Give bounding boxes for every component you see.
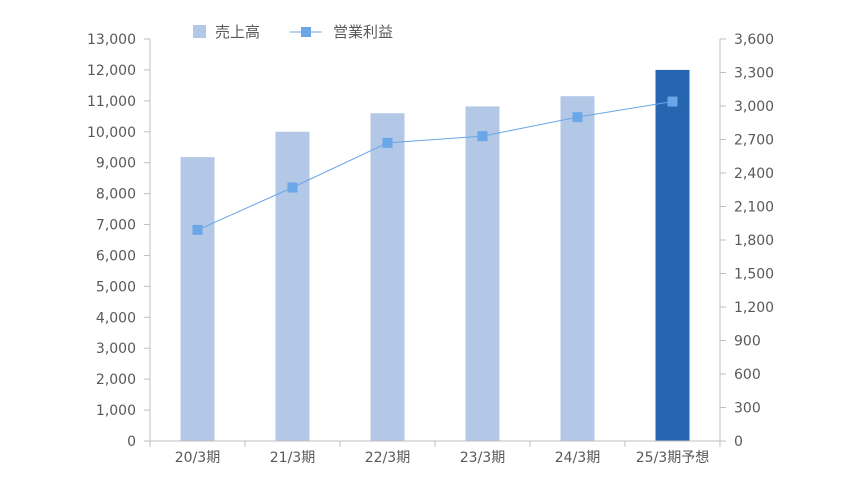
line-layer bbox=[192, 96, 678, 235]
x-tick-label: 25/3期予想 bbox=[636, 450, 709, 466]
right-tick-label: 3,600 bbox=[734, 32, 774, 48]
left-tick-label: 11,000 bbox=[87, 94, 136, 110]
right-tick-label: 600 bbox=[734, 367, 761, 383]
left-tick-label: 4,000 bbox=[96, 310, 136, 326]
operating-profit-marker-3 bbox=[382, 137, 393, 148]
right-tick-label: 900 bbox=[734, 334, 761, 350]
left-tick-label: 6,000 bbox=[96, 248, 136, 264]
legend-label-profit: 営業利益 bbox=[333, 23, 393, 41]
left-tick-label: 10,000 bbox=[87, 125, 136, 141]
legend-swatch-sales bbox=[193, 25, 206, 38]
x-tick-label: 21/3期 bbox=[270, 450, 315, 466]
operating-profit-marker-1 bbox=[192, 224, 203, 235]
legend: 売上高 営業利益 bbox=[193, 23, 393, 41]
operating-profit-marker-6 bbox=[667, 96, 678, 107]
x-tick-label: 23/3期 bbox=[460, 450, 505, 466]
legend-marker-profit bbox=[301, 27, 311, 37]
x-tick-label: 24/3期 bbox=[555, 450, 600, 466]
bar-6 bbox=[655, 69, 690, 441]
x-tick-label: 20/3期 bbox=[175, 450, 220, 466]
left-tick-label: 8,000 bbox=[96, 187, 136, 203]
right-tick-label: 1,500 bbox=[734, 267, 774, 283]
right-tick-label: 2,400 bbox=[734, 166, 774, 182]
axes-layer: 0 1,000 2,000 3,000 4,000 5,000 6,000 7,000 8,00… bbox=[87, 32, 774, 466]
right-tick-label: 0 bbox=[734, 434, 743, 450]
bar-5 bbox=[560, 96, 595, 441]
operating-profit-marker-4 bbox=[477, 131, 488, 142]
right-tick-label: 2,100 bbox=[734, 200, 774, 216]
bar-3 bbox=[370, 113, 405, 441]
operating-profit-marker-5 bbox=[572, 112, 583, 123]
left-tick-label: 12,000 bbox=[87, 63, 136, 79]
left-tick-label: 3,000 bbox=[96, 341, 136, 357]
left-tick-label: 5,000 bbox=[96, 279, 136, 295]
operating-profit-line bbox=[197, 101, 673, 231]
right-tick-label: 2,700 bbox=[734, 133, 774, 149]
left-tick-label: 2,000 bbox=[96, 372, 136, 388]
bar-1 bbox=[180, 157, 215, 441]
right-tick-label: 3,000 bbox=[734, 99, 774, 115]
right-tick-label: 300 bbox=[734, 401, 761, 417]
right-tick-label: 1,200 bbox=[734, 300, 774, 316]
left-tick-label: 9,000 bbox=[96, 156, 136, 172]
right-tick-label: 1,800 bbox=[734, 233, 774, 249]
legend-label-sales: 売上高 bbox=[215, 23, 260, 41]
bar-4 bbox=[465, 106, 500, 442]
bar-2 bbox=[275, 131, 310, 441]
left-tick-label: 0 bbox=[127, 434, 136, 450]
left-tick-label: 13,000 bbox=[87, 32, 136, 48]
bars-layer bbox=[180, 69, 690, 442]
right-tick-label: 3,300 bbox=[734, 66, 774, 82]
operating-profit-marker-2 bbox=[287, 182, 298, 193]
x-tick-label: 22/3期 bbox=[365, 450, 410, 466]
left-tick-label: 7,000 bbox=[96, 218, 136, 234]
left-tick-label: 1,000 bbox=[96, 403, 136, 419]
